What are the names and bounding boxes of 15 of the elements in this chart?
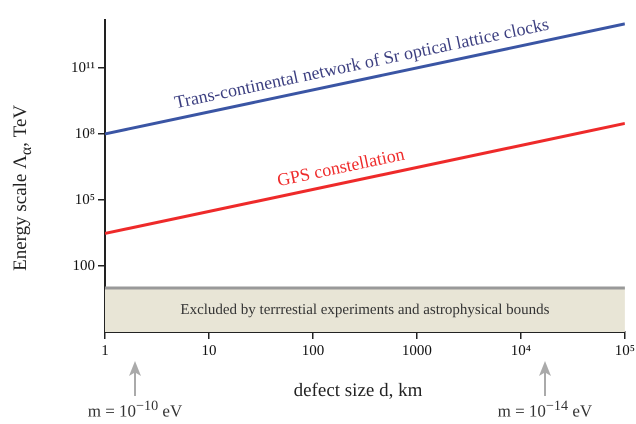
y-tick-label: 10¹¹ bbox=[70, 60, 95, 76]
text: m = 10$^{−10}$ eV bbox=[86, 398, 184, 422]
text: GPS constellation bbox=[275, 144, 406, 190]
text: m = 10$^{−14}$ eV bbox=[496, 398, 594, 422]
x-tick-label: 10 bbox=[201, 342, 216, 359]
x-tick-label: 10⁴ bbox=[510, 342, 532, 359]
x-axis-title: defect size d, km bbox=[292, 380, 424, 402]
x-tick-label: 1 bbox=[101, 342, 109, 359]
y-tick-label: 10⁸ bbox=[74, 126, 95, 142]
x-tick-label: 100 bbox=[302, 342, 324, 359]
x-tick-label: 1000 bbox=[402, 342, 432, 359]
x-tick-label: 10⁵ bbox=[614, 342, 635, 359]
band-label: Excluded by terrrestial experiments and astrophysical bounds bbox=[180, 302, 550, 318]
y-tick-label: 10⁵ bbox=[74, 192, 95, 208]
y-tick-label: 100 bbox=[72, 258, 95, 274]
